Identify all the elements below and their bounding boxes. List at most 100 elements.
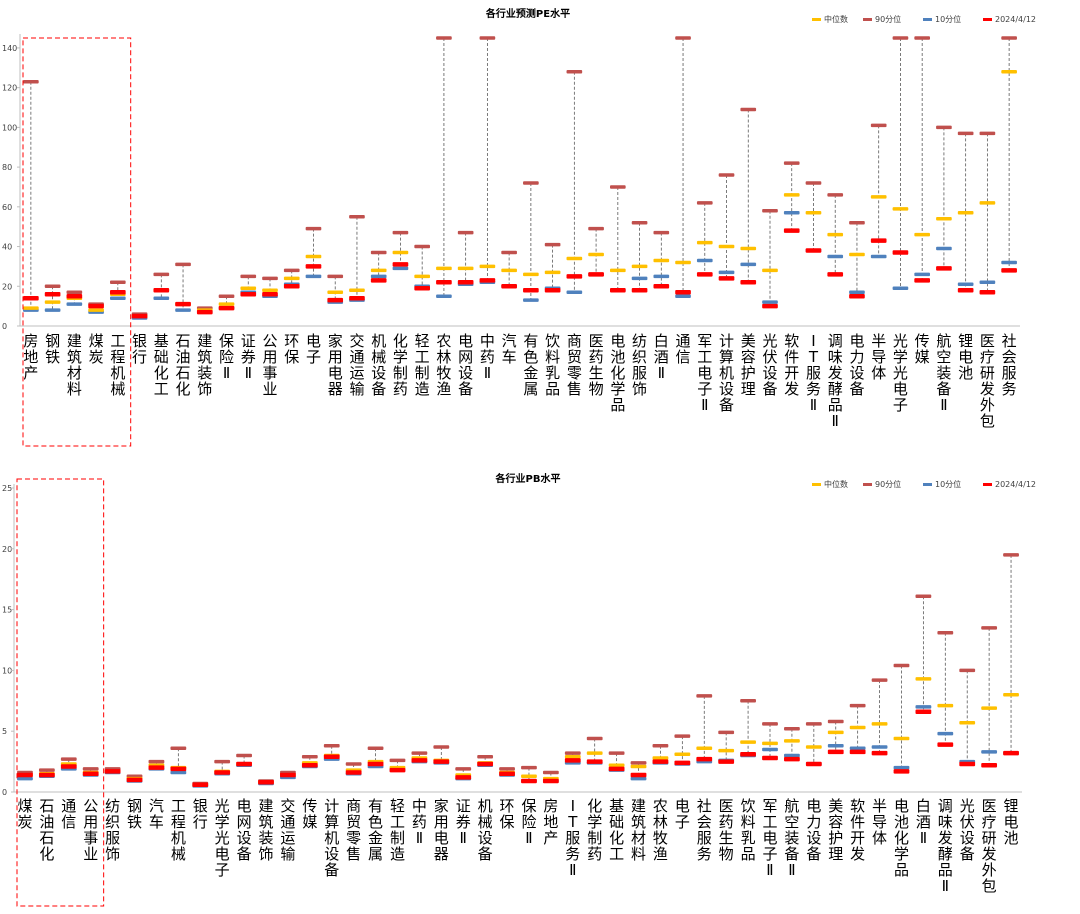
pe-mark-p90	[936, 125, 952, 130]
pe-category-label-char: 半	[871, 332, 886, 350]
pe-category-label-char: Ⅱ	[245, 364, 252, 382]
pb-mark-current	[17, 772, 33, 778]
pe-category-label-char: 色	[523, 348, 538, 366]
pe-mark-p10	[740, 262, 757, 267]
pb-legend-label: 中位数	[824, 479, 848, 489]
pb-mark-median	[564, 754, 581, 759]
pb-mark-p90	[148, 759, 165, 764]
pe-mark-p90	[805, 181, 822, 185]
pe-mark-p10	[305, 274, 322, 279]
pe-category-label-char: Ⅱ	[701, 396, 708, 414]
pb-category-label-char: 伏	[960, 813, 975, 831]
pe-category-label-char: 制	[415, 364, 430, 382]
pe-category-label-char: 伏	[762, 348, 777, 366]
pe-category-label-char: 械	[371, 348, 386, 366]
pe-category-label-char: 医	[589, 332, 604, 350]
pe-mark-p10	[392, 266, 409, 271]
pb-mark-p10	[17, 776, 33, 781]
pb-category-label-char: 地	[543, 813, 558, 831]
pe-mark-current	[88, 303, 104, 309]
pe-mark-current	[370, 278, 387, 283]
pe-mark-current	[327, 297, 344, 303]
pe-legend-swatch	[923, 18, 932, 21]
pb-category-label-char: 工	[390, 813, 405, 831]
pb-category-label-char: 导	[872, 813, 887, 831]
pb-category-label-char: 传	[302, 797, 317, 815]
pe-category-label-char: 光	[893, 332, 908, 350]
pe-category-label-char: 保	[284, 348, 299, 366]
pb-mark-current	[564, 758, 581, 763]
pb-legend-swatch	[983, 483, 992, 486]
pe-category-label-char: I	[811, 332, 815, 350]
pb-mark-current	[301, 762, 318, 768]
pb-category-label-char: 售	[346, 845, 361, 863]
pb-category-label-char: 属	[368, 845, 383, 863]
pb-category-label-char: 调	[938, 797, 953, 815]
pb-mark-p10	[849, 746, 866, 750]
pe-category-label-char: 石	[176, 364, 191, 382]
pe-category-label-char: 筑	[67, 348, 82, 366]
pb-category-label-char: 电	[1004, 813, 1019, 831]
pe-mark-p10	[44, 308, 61, 312]
pb-mark-current	[104, 769, 121, 774]
pb-category-label-char: 空	[784, 813, 799, 831]
pe-mark-median	[23, 306, 39, 310]
pe-mark-current	[870, 238, 887, 243]
pb-mark-median	[893, 736, 910, 741]
pb-category-label-char: 中	[412, 797, 427, 815]
pe-category-label-char: 机	[371, 332, 386, 350]
pb-category-label-char: 通	[280, 813, 295, 831]
pb-category-label-char: Ⅱ	[569, 861, 576, 879]
pe-mark-p10	[653, 274, 670, 279]
pe-mark-current	[566, 274, 583, 279]
pb-category-label-char: 轻	[390, 797, 405, 815]
pe-mark-p10	[914, 272, 930, 277]
pe-category-label-char: 险	[219, 348, 234, 366]
pb-mark-median	[871, 722, 888, 726]
pb-category-label-char: 交	[280, 797, 295, 815]
pb-category-label-char: 研	[982, 829, 997, 847]
pe-category-label-char: 包	[980, 412, 995, 430]
pe-category-label-char: 空	[936, 348, 951, 366]
pb-category-label-char: 筑	[631, 813, 646, 831]
pb-mark-p90	[499, 767, 515, 771]
pe-mark-current	[44, 291, 61, 297]
pb-mark-p90	[38, 768, 55, 772]
pe-mark-median	[653, 258, 670, 263]
pe-category-label-char: 子	[306, 348, 321, 366]
pb-mark-current	[126, 777, 143, 783]
pb-mark-current	[608, 766, 625, 772]
pb-category-label-char: 备	[324, 861, 339, 879]
pe-mark-current	[349, 295, 365, 301]
pe-category-label-char: 饮	[545, 332, 560, 350]
pe-category-label-char: 电	[306, 332, 321, 350]
pb-mark-p10	[893, 765, 910, 770]
pe-category-label-char: 美	[741, 332, 756, 350]
pe-mark-median	[805, 211, 822, 215]
pb-category-label-char: 运	[280, 829, 295, 847]
pe-mark-median	[349, 288, 365, 292]
pb-category-label-char: 保	[521, 797, 536, 815]
pb-mark-median	[1003, 692, 1019, 697]
pb-category-label-char: 服	[565, 829, 580, 847]
pe-mark-p90	[762, 209, 778, 213]
pb-mark-current	[148, 765, 165, 770]
pb-category-label-char: 房	[543, 797, 558, 815]
pe-category-label-char: 光	[893, 364, 908, 382]
pe-category-label-char: 生	[589, 364, 604, 382]
pe-category-label-char: 味	[828, 348, 843, 366]
pe-legend-label: 10分位	[935, 14, 961, 24]
pb-legend-label: 10分位	[935, 479, 961, 489]
pb-category-label-char: Ⅱ	[525, 829, 532, 847]
pe-category-label-char: 化	[176, 380, 191, 398]
pb-category-label-char: 炭	[17, 813, 32, 831]
pe-category-label-char: 饰	[632, 380, 647, 398]
pe-mark-p90	[283, 268, 300, 273]
pb-category-label-char: 备	[478, 845, 493, 863]
pe-category-label-char: 乳	[545, 364, 560, 382]
pe-mark-p90	[718, 173, 735, 177]
pe-category-label-char: 机	[719, 364, 734, 382]
pe-category-label-char: 设	[762, 364, 777, 382]
pe-mark-p10	[175, 308, 191, 312]
